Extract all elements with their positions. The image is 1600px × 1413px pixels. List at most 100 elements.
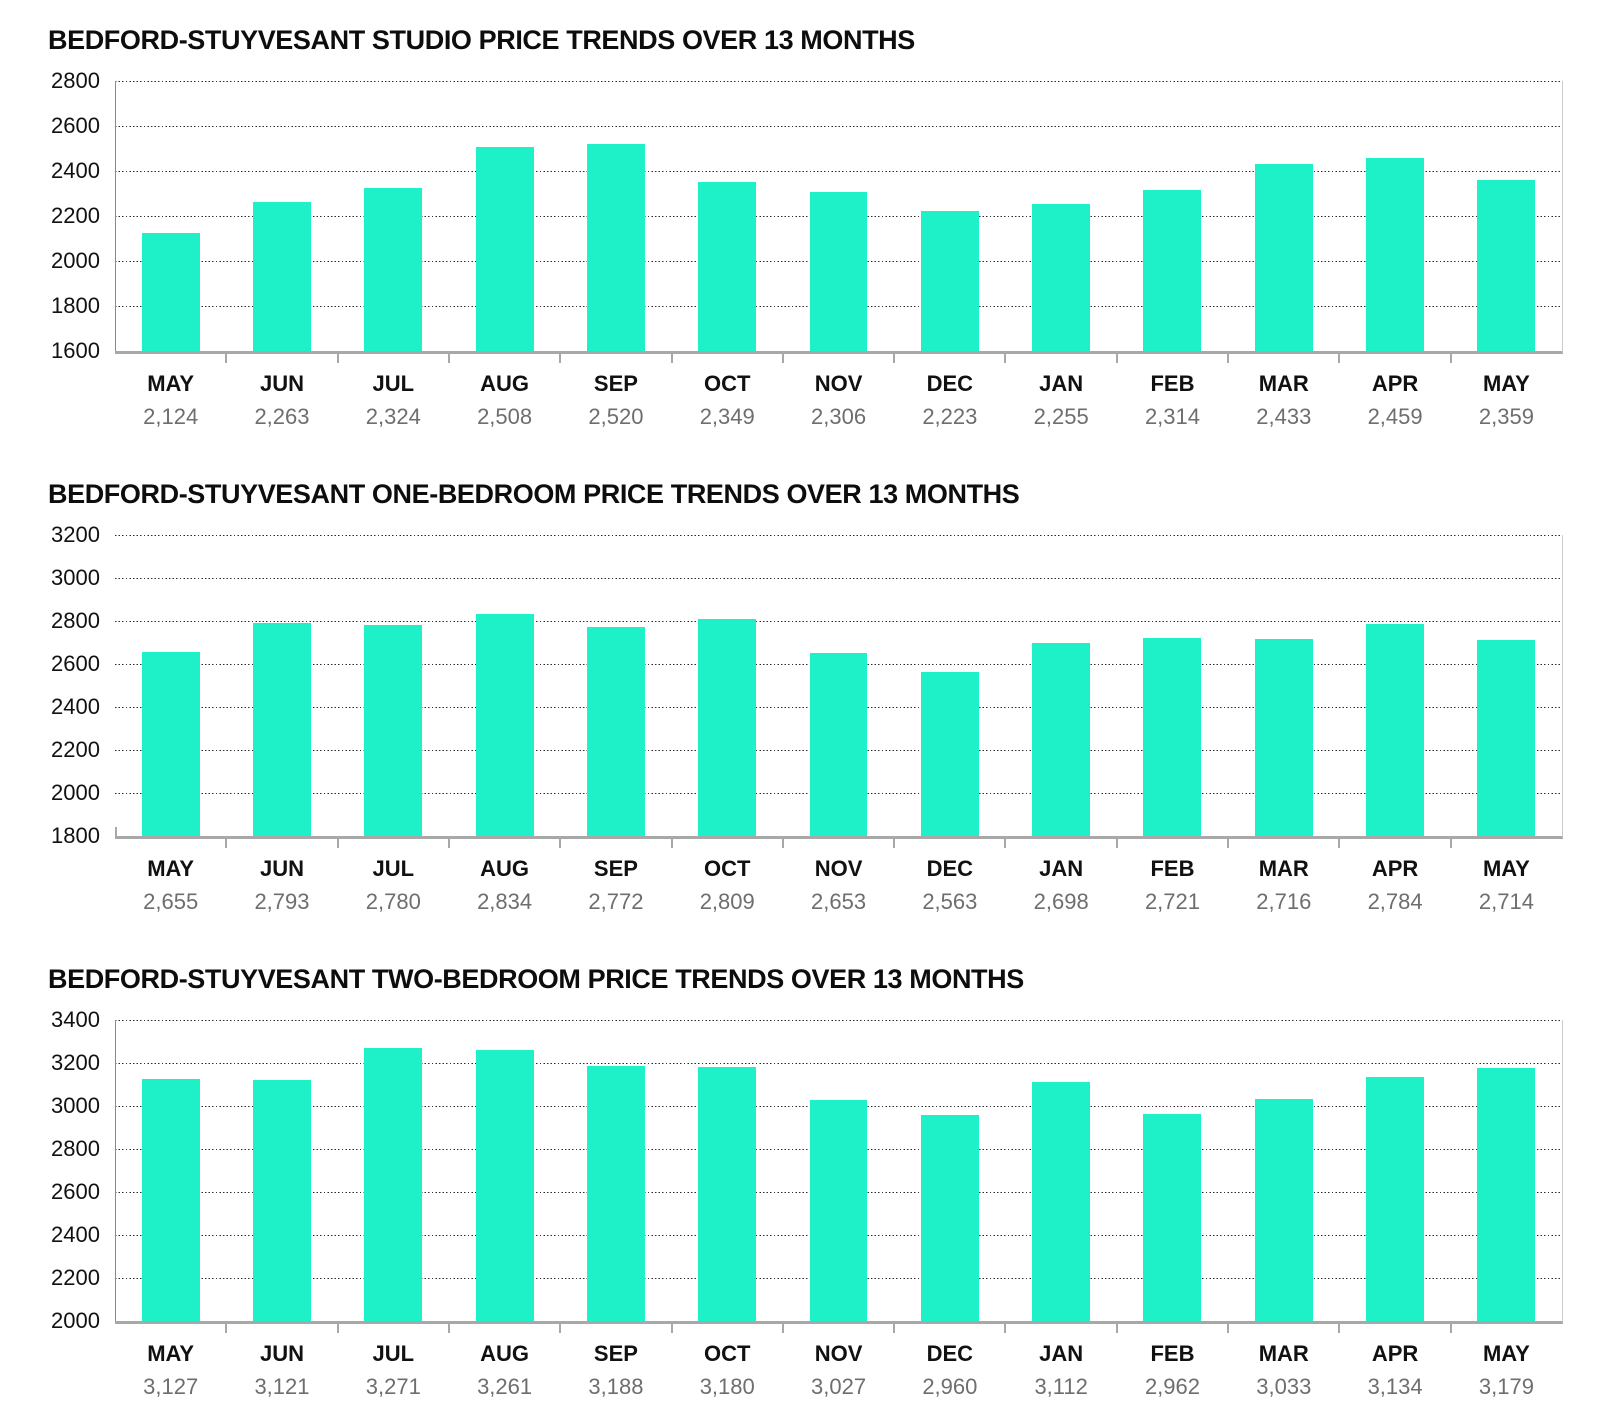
month-label: JUN [259,1341,304,1366]
x-axis-labels: MAY 3,127 JUN 3,121 JUL 3,271 AUG 3,261 SEP 3,188… [115,1341,1562,1400]
x-axis-tick [1004,836,1007,848]
bar [1254,1098,1313,1321]
one-bedroom-chart-section: BEDFORD-STUYVESANT ONE-BEDROOM PRICE TRE… [48,480,1563,915]
month-label: FEB [1150,1341,1195,1366]
month-label: DEC [926,371,974,396]
x-axis-tick [1115,351,1118,363]
y-axis-label: 2000 [51,780,100,805]
x-axis-category: NOV 2,306 [783,371,894,430]
x-axis-category: JAN 2,255 [1006,371,1117,430]
x-axis-category: APR 2,784 [1339,856,1450,915]
x-axis-tick [1004,1321,1007,1333]
chart-plot-area: 3400 3200 3000 2800 2600 2400 2200 2000 [51,1007,1563,1333]
chart-title: BEDFORD-STUYVESANT TWO-BEDROOM PRICE TRE… [48,964,1024,994]
month-label: AUG [480,371,530,396]
x-axis-category: JUN 2,793 [226,856,337,915]
x-axis-category: AUG 2,834 [449,856,560,915]
month-label: MAR [1258,371,1309,396]
month-label: MAY [147,371,195,396]
price-label: 2,359 [1478,404,1534,429]
month-label: OCT [703,371,751,396]
x-axis-category: MAY 2,359 [1451,371,1562,430]
x-axis-category: JAN 2,698 [1006,856,1117,915]
price-label: 3,127 [143,1374,199,1399]
bar [586,627,645,836]
price-label: 3,121 [254,1374,310,1399]
x-axis-labels: MAY 2,124 JUN 2,263 JUL 2,324 AUG 2,508 SEP 2,520… [115,371,1562,430]
bar [1143,190,1202,351]
month-label: JUL [372,1341,415,1366]
x-axis-tick [893,836,896,848]
x-axis-category: MAR 2,716 [1228,856,1339,915]
y-axis-label: 2400 [51,1222,100,1247]
price-label: 2,255 [1033,404,1089,429]
x-axis-category: APR 3,134 [1339,1341,1450,1400]
price-label: 2,314 [1144,404,1200,429]
price-label: 3,134 [1367,1374,1423,1399]
gridline [115,621,1562,622]
y-axis-label: 2000 [51,248,100,273]
gridline [115,535,1562,536]
x-axis-category: JAN 3,112 [1006,1341,1117,1400]
x-axis-tick [781,836,784,848]
x-axis-category: FEB 2,314 [1117,371,1228,430]
price-label: 2,784 [1367,889,1423,914]
x-axis-tick [893,1321,896,1333]
bar [475,146,534,351]
y-axis-label: 3400 [51,1007,100,1032]
month-label: SEP [593,856,638,881]
x-axis-tick [1227,836,1230,848]
y-axis-label: 2000 [51,1308,100,1333]
x-axis-category: JUL 2,780 [338,856,449,915]
month-label: APR [1371,1341,1419,1366]
y-axis-stub [115,827,117,836]
month-label: DEC [926,856,974,881]
x-axis-category: MAY 3,179 [1451,1341,1562,1400]
price-label: 2,508 [477,404,533,429]
month-label: JUN [259,371,304,396]
x-axis-category: AUG 2,508 [449,371,560,430]
two-bedroom-chart-section: BEDFORD-STUYVESANT TWO-BEDROOM PRICE TRE… [48,964,1563,1400]
price-label: 3,188 [588,1374,644,1399]
x-axis-category: OCT 3,180 [672,1341,783,1400]
price-label: 3,261 [477,1374,533,1399]
x-axis-category: NOV 3,027 [783,1341,894,1400]
x-axis-category: FEB 2,962 [1117,1341,1228,1400]
price-label: 2,793 [254,889,310,914]
month-label: NOV [814,371,863,396]
gridline [115,126,1562,127]
price-label: 2,780 [365,889,421,914]
x-axis-tick [781,351,784,363]
bar [475,613,534,836]
month-label: NOV [814,856,863,881]
price-label: 2,698 [1033,889,1089,914]
bar [809,1100,868,1321]
x-axis-category: JUN 3,121 [226,1341,337,1400]
bar [1477,1067,1536,1321]
bar [1254,163,1313,351]
month-label: MAR [1258,856,1309,881]
x-axis-category: OCT 2,809 [672,856,783,915]
month-label: OCT [703,856,751,881]
x-axis-tick [670,836,673,848]
x-axis-category: MAY 3,127 [115,1341,226,1400]
bar [1143,1114,1202,1321]
y-axis-line [115,1020,116,1321]
price-label: 2,306 [811,404,867,429]
price-label: 2,714 [1478,889,1534,914]
chart-plot-wrapper: 3200 3000 2800 2600 2400 2200 2000 1800 MAY 2,65… [51,522,1563,915]
bar [253,201,311,351]
bar [475,1049,534,1321]
x-axis-tick [225,836,228,848]
price-label: 3,033 [1256,1374,1312,1399]
price-label: 2,721 [1144,889,1200,914]
month-label: JUN [259,856,304,881]
month-label: MAY [1482,856,1530,881]
x-axis-tick [1227,351,1230,363]
gridline [115,1020,1562,1021]
x-axis-category: AUG 3,261 [449,1341,560,1400]
bar [364,625,423,836]
bar [920,1114,979,1321]
x-axis-category: OCT 2,349 [672,371,783,430]
x-axis-category: JUL 3,271 [338,1341,449,1400]
